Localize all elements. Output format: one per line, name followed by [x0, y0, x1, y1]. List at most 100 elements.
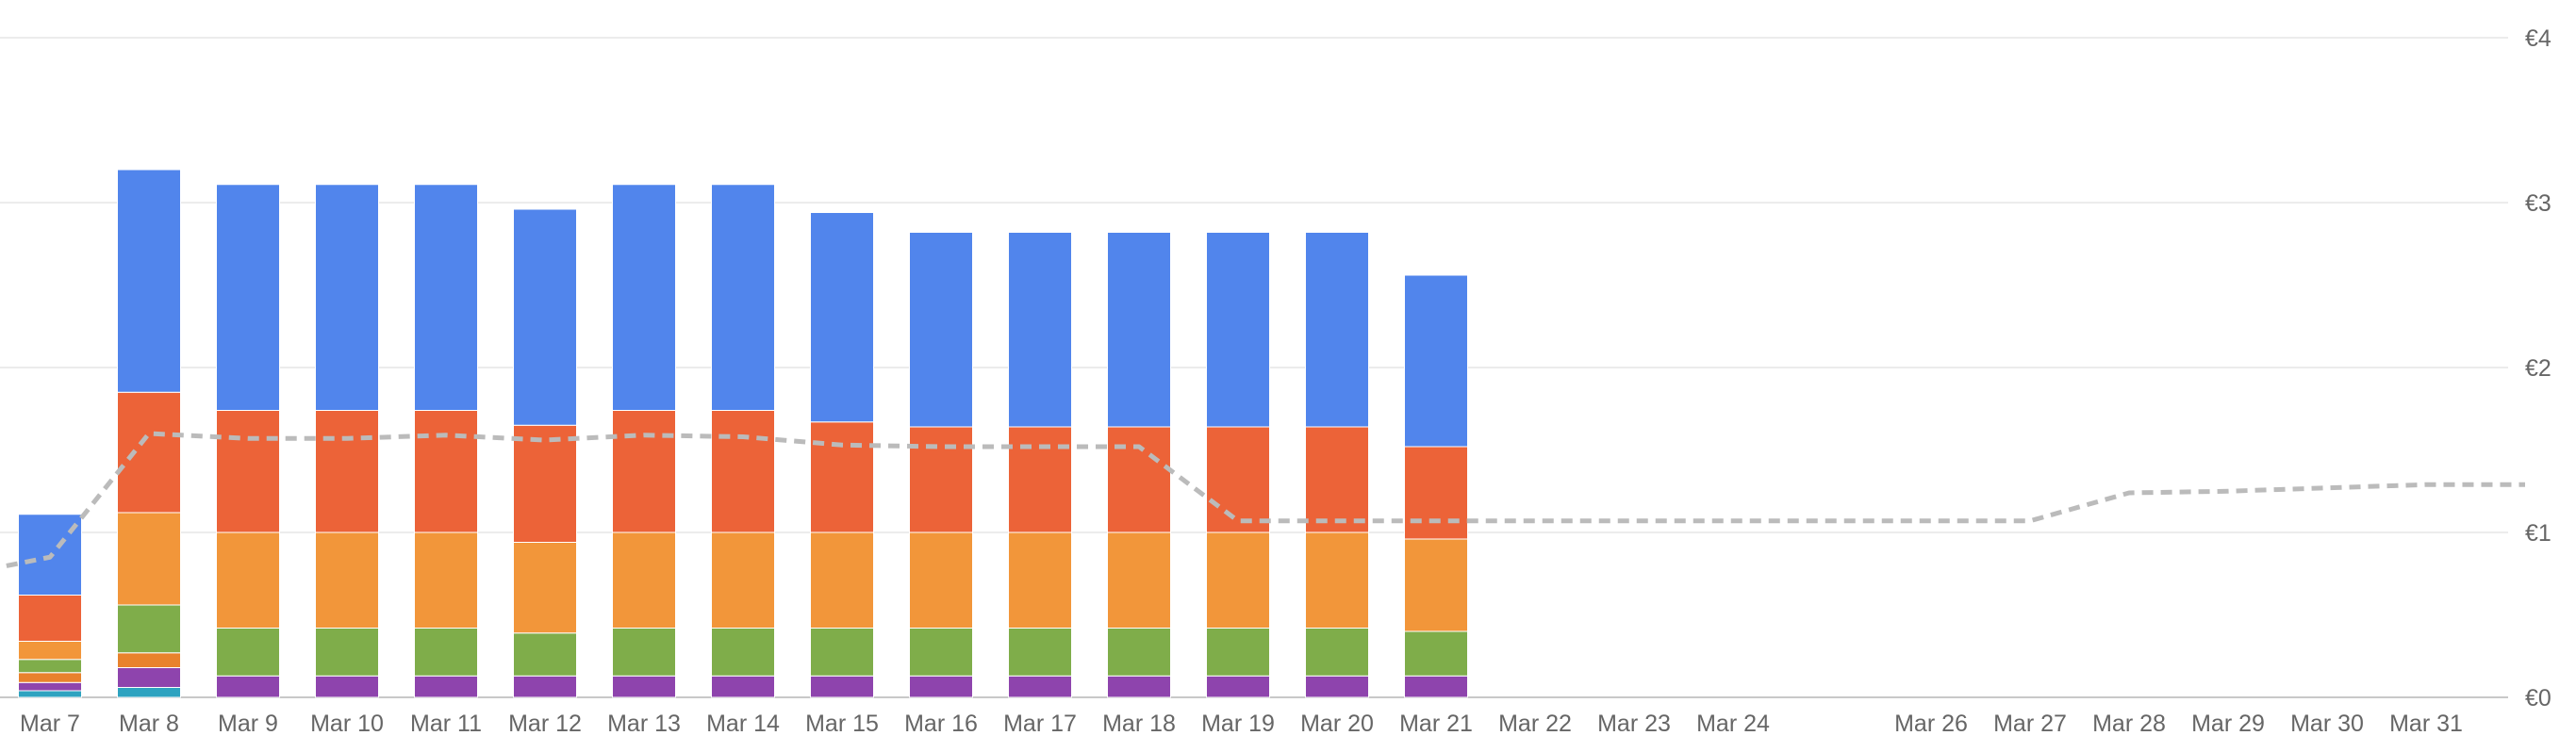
bar-segment	[1206, 426, 1270, 533]
bar-segment	[1206, 531, 1270, 629]
x-tick-label: Mar 10	[310, 711, 384, 737]
x-tick-label: Mar 17	[1003, 711, 1077, 737]
bar-segment	[1305, 232, 1369, 428]
bar-segment	[1404, 538, 1468, 632]
bar-segment	[711, 410, 775, 533]
bar-segment	[216, 184, 280, 411]
x-tick-label: Mar 24	[1696, 711, 1770, 737]
x-tick-label: Mar 22	[1498, 711, 1572, 737]
x-tick-label: Mar 12	[508, 711, 582, 737]
bar-segment	[612, 675, 676, 698]
x-tick-label: Mar 20	[1300, 711, 1374, 737]
bar-segment	[1404, 675, 1468, 698]
y-tick-label: €2	[2525, 355, 2551, 382]
bar-segment	[117, 667, 181, 688]
x-tick-label: Mar 26	[1894, 711, 1968, 737]
bar-segment	[513, 208, 577, 426]
bar-segment	[315, 675, 379, 698]
x-tick-label: Mar 23	[1597, 711, 1671, 737]
bar-segment	[909, 531, 973, 629]
bar-segment	[612, 184, 676, 411]
bar-segment	[1206, 628, 1270, 677]
dashed-trend-line	[0, 431, 2525, 570]
x-axis: Mar 7 Mar 8 Mar 9 Mar 10 Mar 11 Mar 12 Mar 13 M…	[20, 711, 2463, 737]
bar-segment	[1107, 531, 1171, 629]
x-tick-label: Mar 21	[1399, 711, 1473, 737]
bar-segment	[315, 184, 379, 411]
bar-segment	[909, 426, 973, 533]
x-tick-label: Mar 18	[1102, 711, 1176, 737]
x-tick-label: Mar 16	[904, 711, 978, 737]
bar-segment	[1206, 675, 1270, 698]
bar-segment	[1404, 274, 1468, 448]
bar-segment	[612, 628, 676, 677]
bar-segment	[117, 687, 181, 698]
bar-segment	[414, 628, 478, 677]
bar-segment	[1206, 232, 1270, 428]
bar-segment	[1404, 446, 1468, 540]
x-tick-label: Mar 28	[2092, 711, 2166, 737]
bar-segment	[1305, 531, 1369, 629]
x-tick-label: Mar 31	[2389, 711, 2463, 737]
x-tick-label: Mar 19	[1201, 711, 1275, 737]
bar-segment	[513, 632, 577, 677]
bar-segment	[18, 595, 82, 642]
x-tick-label: Mar 30	[2290, 711, 2364, 737]
x-tick-label: Mar 27	[1993, 711, 2067, 737]
bar-segment	[612, 410, 676, 533]
x-tick-label: Mar 9	[218, 711, 278, 737]
bar-segment	[810, 531, 874, 629]
bar-segment	[216, 410, 280, 533]
bar-segment	[810, 675, 874, 698]
y-axis: €0 €1 €2 €3 €4	[2525, 25, 2551, 711]
bar-segment	[117, 604, 181, 654]
bar-segment	[1008, 628, 1072, 677]
bar-segment	[117, 391, 181, 514]
x-tick-label: Mar 8	[119, 711, 179, 737]
bar-segment	[909, 675, 973, 698]
bar-segment	[1107, 426, 1171, 533]
x-tick-label: Mar 15	[805, 711, 879, 737]
bar-segment	[909, 628, 973, 677]
bar-segment	[711, 628, 775, 677]
bar-segment	[1107, 232, 1171, 428]
bar-segment	[1107, 628, 1171, 677]
bar-segment	[1404, 630, 1468, 677]
bar-segment	[18, 672, 82, 683]
bar-segment	[513, 675, 577, 698]
x-tick-label: Mar 29	[2191, 711, 2265, 737]
bar-segment	[1305, 675, 1369, 698]
bar-segment	[18, 641, 82, 661]
x-tick-label: Mar 11	[410, 711, 482, 737]
y-tick-label: €4	[2525, 25, 2551, 52]
bar-segment	[1305, 628, 1369, 677]
bar-segment	[315, 531, 379, 629]
bar-segment	[414, 675, 478, 698]
bar-segment	[1008, 426, 1072, 533]
bar-segment	[414, 184, 478, 411]
line-series	[0, 431, 2525, 570]
bar-segment	[315, 410, 379, 533]
bar-segment	[711, 184, 775, 411]
bar-segment	[117, 512, 181, 606]
bar-segment	[216, 531, 280, 629]
y-tick-label: €1	[2525, 520, 2551, 547]
bar-segment	[1107, 675, 1171, 698]
bar-segment	[18, 681, 82, 692]
bar-stacks	[18, 169, 1468, 698]
y-tick-label: €0	[2525, 685, 2551, 711]
bar-segment	[315, 628, 379, 677]
x-tick-label: Mar 14	[706, 711, 780, 737]
x-tick-label: Mar 13	[607, 711, 681, 737]
bar-segment	[1008, 232, 1072, 428]
bar-segment	[711, 531, 775, 629]
bar-segment	[909, 232, 973, 428]
bar-segment	[18, 690, 82, 698]
y-tick-label: €3	[2525, 190, 2551, 217]
bar-segment	[117, 169, 181, 393]
bar-segment	[810, 628, 874, 677]
x-tick-label: Mar 7	[20, 711, 80, 737]
bar-segment	[1305, 426, 1369, 533]
